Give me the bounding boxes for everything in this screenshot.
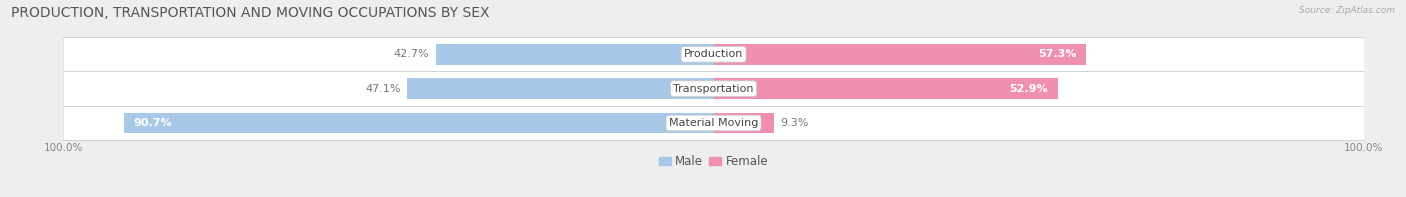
Text: Production: Production <box>683 49 744 59</box>
Bar <box>63 37 1364 72</box>
Text: 52.9%: 52.9% <box>1010 84 1047 94</box>
Bar <box>436 44 713 65</box>
Bar <box>713 78 1057 99</box>
Bar <box>63 106 1364 140</box>
Bar <box>713 113 775 133</box>
Text: 42.7%: 42.7% <box>394 49 429 59</box>
Bar <box>713 44 1087 65</box>
Bar <box>124 113 713 133</box>
Bar <box>408 78 713 99</box>
Legend: Male, Female: Male, Female <box>654 151 773 173</box>
Text: 47.1%: 47.1% <box>366 84 401 94</box>
Text: 9.3%: 9.3% <box>780 118 808 128</box>
Text: PRODUCTION, TRANSPORTATION AND MOVING OCCUPATIONS BY SEX: PRODUCTION, TRANSPORTATION AND MOVING OC… <box>11 6 489 20</box>
Bar <box>63 72 1364 106</box>
Text: 57.3%: 57.3% <box>1038 49 1077 59</box>
Text: 90.7%: 90.7% <box>134 118 172 128</box>
Text: Material Moving: Material Moving <box>669 118 758 128</box>
Text: Source: ZipAtlas.com: Source: ZipAtlas.com <box>1299 6 1395 15</box>
Text: Transportation: Transportation <box>673 84 754 94</box>
